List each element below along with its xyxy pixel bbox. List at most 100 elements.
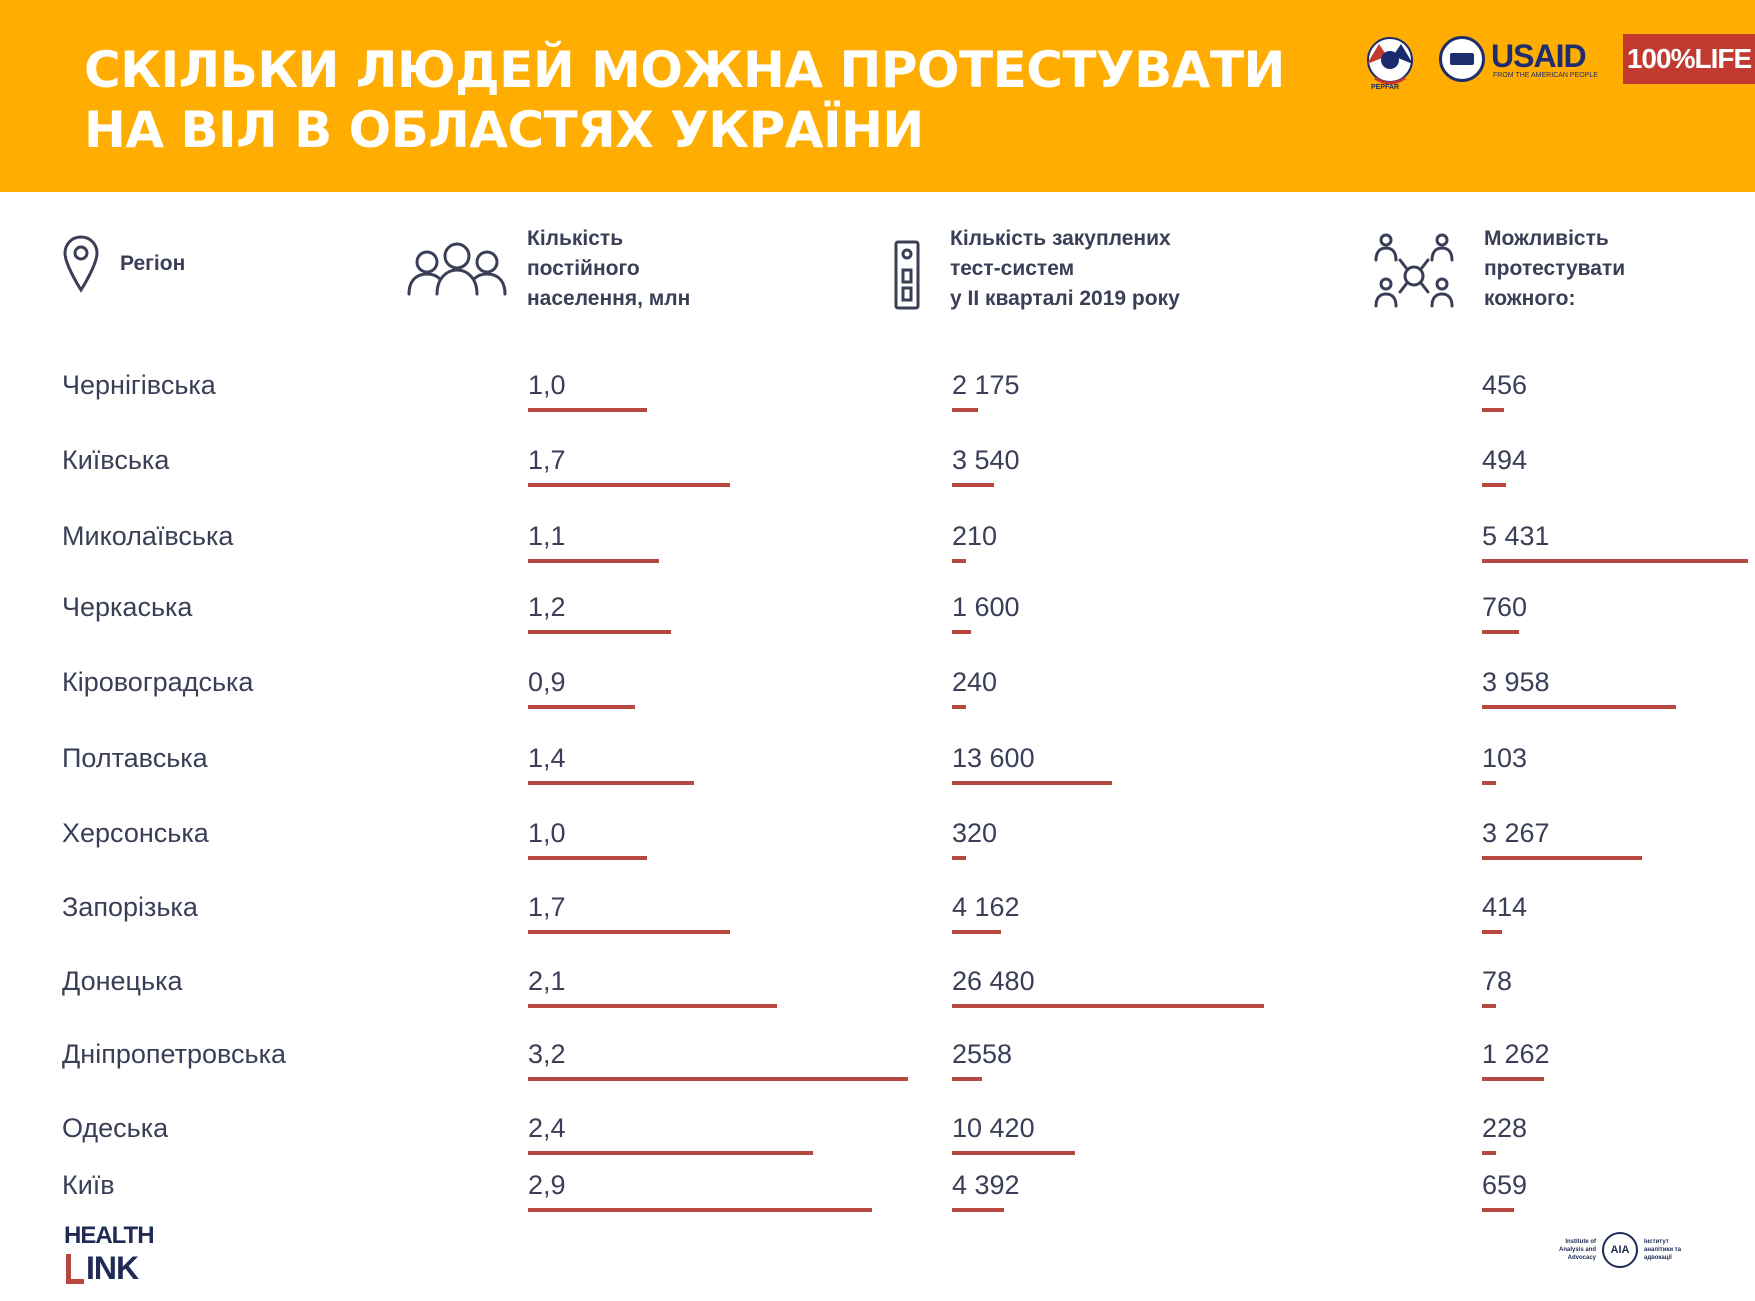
region-label: Черкаська	[62, 592, 193, 622]
region-label: Київ	[62, 1170, 115, 1200]
per-test-value: 760	[1482, 592, 1528, 622]
population-value: 3,2	[528, 1039, 566, 1069]
population-bar	[528, 559, 659, 563]
per-test-bar	[1482, 705, 1676, 709]
aia-logo: Institute of Analysis and Advocacy AIA І…	[1556, 1232, 1696, 1276]
population-bar	[528, 856, 647, 860]
column-header-population-line-1: Кількість	[527, 227, 624, 250]
per-test-bar	[1482, 559, 1748, 563]
population-bar	[528, 1004, 777, 1008]
tests-value: 2 175	[952, 370, 1020, 400]
header-banner	[0, 0, 1755, 192]
tests-bar	[952, 1077, 982, 1081]
column-header-tests-line-3: у ІІ кварталі 2019 року	[950, 287, 1180, 310]
column-header-region: Регіон	[120, 249, 185, 279]
pepfar-logo-text: PEPFAR	[1371, 84, 1400, 91]
per-test-bar	[1482, 1004, 1496, 1008]
usaid-logo: USAID FROM THE AMERICAN PEOPLE	[1439, 36, 1739, 86]
population-value: 1,7	[528, 445, 566, 475]
per-test-bar	[1482, 1151, 1496, 1155]
tests-value: 240	[952, 667, 998, 697]
column-header-region-label: Регіон	[120, 252, 186, 275]
population-bar	[528, 930, 730, 934]
per-test-bar	[1482, 856, 1642, 860]
tests-value: 320	[952, 818, 998, 848]
per-test-value: 659	[1482, 1170, 1528, 1200]
per-test-bar	[1482, 408, 1504, 412]
column-header-population-line-3: населення, млн	[527, 287, 691, 310]
population-value: 2,9	[528, 1170, 566, 1200]
tests-bar	[952, 705, 966, 709]
tests-bar	[952, 781, 1112, 785]
region-label: Київська	[62, 445, 170, 475]
population-value: 1,0	[528, 818, 566, 848]
per-test-bar	[1482, 930, 1502, 934]
tests-bar	[952, 483, 994, 487]
health-link-logo-line-2: INK	[86, 1250, 139, 1286]
region-label: Полтавська	[62, 743, 208, 773]
test-strip-icon	[894, 240, 920, 310]
tests-value: 4 392	[952, 1170, 1020, 1200]
population-value: 1,4	[528, 743, 566, 773]
population-bar	[528, 1151, 813, 1155]
column-header-population-line-2: постійного	[527, 257, 640, 280]
population-value: 1,7	[528, 892, 566, 922]
region-label: Дніпропетровська	[62, 1039, 287, 1069]
column-header-population: Кількість постійного населення, млн	[527, 224, 690, 314]
per-test-value: 1 262	[1482, 1039, 1550, 1069]
tests-bar	[952, 630, 971, 634]
tests-bar	[952, 1208, 1004, 1212]
tests-bar	[952, 408, 978, 412]
population-value: 1,1	[528, 521, 566, 551]
usaid-wordmark: USAID	[1491, 38, 1587, 74]
per-test-value: 494	[1482, 445, 1528, 475]
tests-value: 26 480	[952, 966, 1035, 996]
population-bar	[528, 1077, 908, 1081]
per-test-value: 3 958	[1482, 667, 1550, 697]
tests-value: 210	[952, 521, 998, 551]
tests-value: 10 420	[952, 1113, 1035, 1143]
tests-value: 2558	[952, 1039, 1013, 1069]
pepfar-logo	[1367, 37, 1413, 85]
population-value: 1,2	[528, 592, 566, 622]
column-header-per-test-line-1: Можливість	[1484, 227, 1609, 250]
population-bar	[528, 705, 635, 709]
region-label: Херсонська	[62, 818, 209, 848]
per-test-bar	[1482, 630, 1519, 634]
per-test-value: 103	[1482, 743, 1528, 773]
tests-value: 4 162	[952, 892, 1020, 922]
aia-logo-ua: Інститут аналітики та адвокації	[1644, 1239, 1682, 1261]
tests-bar	[952, 1004, 1264, 1008]
column-header-per-test: Можливість протестувати кожного:	[1484, 224, 1625, 314]
tests-bar	[952, 559, 966, 563]
per-test-bar	[1482, 483, 1506, 487]
per-test-bar	[1482, 781, 1496, 785]
region-label: Чернігівська	[62, 370, 216, 400]
per-test-value: 5 431	[1482, 521, 1550, 551]
column-header-tests-line-2: тест-систем	[950, 257, 1075, 280]
tests-value: 13 600	[952, 743, 1035, 773]
region-label: Донецька	[62, 966, 183, 996]
population-bar	[528, 1208, 872, 1212]
people-group-icon	[407, 242, 507, 296]
column-header-tests: Кількість закуплених тест-систем у ІІ кв…	[950, 224, 1180, 314]
tests-bar	[952, 856, 966, 860]
per-test-bar	[1482, 1208, 1514, 1212]
tests-bar	[952, 930, 1001, 934]
health-link-bracket-icon	[66, 1254, 84, 1284]
location-pin-icon	[63, 235, 99, 293]
column-header-per-test-line-3: кожного:	[1484, 287, 1576, 310]
region-label: Кіровоградська	[62, 667, 254, 697]
per-test-value: 456	[1482, 370, 1528, 400]
per-test-value: 78	[1482, 966, 1513, 996]
population-value: 2,1	[528, 966, 566, 996]
page-title: СКІЛЬКИ ЛЮДЕЙ МОЖНА ПРОТЕСТУВАТИ НА ВІЛ …	[84, 40, 1285, 160]
region-label: Одеська	[62, 1113, 169, 1143]
aia-logo-mark: AIA	[1602, 1232, 1638, 1268]
per-test-value: 3 267	[1482, 818, 1550, 848]
column-header-tests-line-1: Кількість закуплених	[950, 227, 1171, 250]
population-value: 1,0	[528, 370, 566, 400]
usaid-seal-icon	[1439, 36, 1485, 82]
region-label: Миколаївська	[62, 521, 234, 551]
per-test-value: 228	[1482, 1113, 1528, 1143]
